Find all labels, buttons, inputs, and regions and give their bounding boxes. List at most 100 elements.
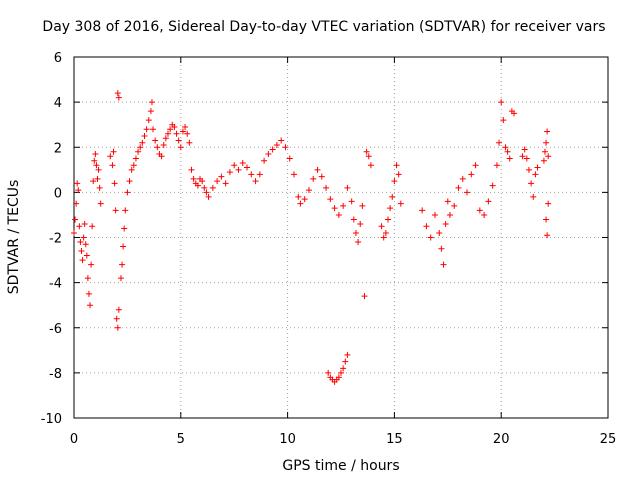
data-point [528, 180, 535, 187]
data-point [496, 139, 503, 146]
data-point [128, 166, 135, 173]
y-tick-label: 4 [54, 96, 62, 111]
data-point [352, 229, 359, 236]
data-point [472, 162, 479, 169]
data-point [498, 99, 505, 106]
data-point [323, 184, 330, 191]
data-point [389, 193, 396, 200]
data-point [186, 139, 193, 146]
data-point [117, 275, 124, 282]
data-point [150, 126, 157, 133]
data-point [340, 365, 347, 372]
data-point [88, 261, 95, 268]
data-point [261, 157, 268, 164]
data-point [438, 245, 445, 252]
data-point [75, 187, 82, 194]
data-point [265, 151, 272, 158]
data-point [124, 189, 131, 196]
data-point [179, 128, 186, 135]
data-point [148, 99, 155, 106]
data-point [543, 139, 550, 146]
data-point [87, 302, 94, 309]
y-tick-label: -6 [49, 322, 62, 337]
data-point [90, 178, 97, 185]
data-point [111, 180, 118, 187]
x-tick-label: 20 [493, 432, 510, 447]
data-point [391, 178, 398, 185]
data-point [305, 187, 312, 194]
data-point [355, 239, 362, 246]
data-point [286, 155, 293, 162]
data-point [115, 94, 122, 101]
data-point [297, 200, 304, 207]
data-point [534, 164, 541, 171]
x-tick-label: 0 [70, 432, 78, 447]
data-point [387, 205, 394, 212]
data-point [162, 135, 169, 142]
data-point [541, 148, 548, 155]
data-point [331, 205, 338, 212]
data-point [446, 211, 453, 218]
data-point [519, 153, 526, 160]
x-tick-label: 10 [279, 432, 296, 447]
data-point [393, 162, 400, 169]
data-point [493, 162, 500, 169]
data-point [459, 175, 466, 182]
data-point [167, 126, 174, 133]
data-point [199, 178, 206, 185]
data-point [173, 130, 180, 137]
data-point [209, 184, 216, 191]
data-point [201, 184, 208, 191]
y-tick-label: 2 [54, 141, 62, 156]
data-point [81, 220, 88, 227]
x-tick-label: 15 [386, 432, 403, 447]
data-point [89, 223, 96, 230]
data-point [395, 171, 402, 178]
data-point [359, 202, 366, 209]
data-point [335, 211, 342, 218]
data-point [122, 207, 129, 214]
data-point [357, 220, 364, 227]
data-point [82, 241, 89, 248]
data-point [367, 162, 374, 169]
y-tick-label: -4 [49, 277, 62, 292]
data-point [442, 220, 449, 227]
data-point [135, 148, 142, 155]
data-point [177, 144, 184, 151]
data-point [147, 108, 154, 115]
data-point [327, 196, 334, 203]
data-point [94, 175, 101, 182]
x-axis-label: GPS time / hours [282, 458, 399, 474]
data-point [109, 162, 116, 169]
data-point [444, 198, 451, 205]
data-point [143, 126, 150, 133]
data-point [521, 146, 528, 153]
data-point [269, 146, 276, 153]
data-point [175, 137, 182, 144]
data-point [419, 207, 426, 214]
x-tick-label: 25 [600, 432, 617, 447]
y-tick-label: 0 [54, 186, 62, 201]
data-point [203, 189, 210, 196]
data-point [314, 166, 321, 173]
data-point [93, 162, 100, 169]
data-point [79, 257, 86, 264]
data-point [218, 173, 225, 180]
y-axis-label: SDTVAR / TECUs [6, 180, 22, 295]
data-point [205, 193, 212, 200]
data-point [171, 123, 178, 130]
data-point [335, 374, 342, 381]
data-point [525, 166, 532, 173]
data-point [348, 198, 355, 205]
data-point [114, 90, 121, 97]
data-point [504, 148, 511, 155]
data-point [130, 162, 137, 169]
data-point [145, 117, 152, 124]
y-tick-label: -8 [49, 367, 62, 382]
data-point [73, 200, 80, 207]
data-point [325, 369, 332, 376]
data-point [244, 164, 251, 171]
y-tick-label: -10 [41, 412, 62, 427]
data-point [231, 162, 238, 169]
